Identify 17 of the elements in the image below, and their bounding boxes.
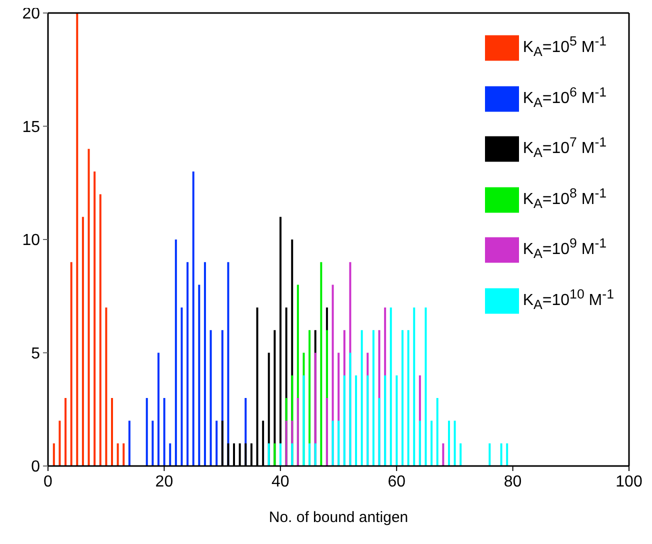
legend-label: K$_{A}$=10$^{10}$ M$^{-1}$ xyxy=(522,286,614,312)
y-tick-label: 15 xyxy=(22,118,40,136)
y-tick-label: 10 xyxy=(22,232,40,250)
legend-label: K$_{A}$=10$^{6}$ M$^{-1}$ xyxy=(522,84,607,110)
x-tick-label: 20 xyxy=(155,473,174,490)
x-tick-label: 80 xyxy=(504,473,522,490)
x-tick-label: 40 xyxy=(272,473,290,490)
y-tick-label: 0 xyxy=(31,458,40,476)
y-tick-label: 5 xyxy=(31,345,40,362)
x-tick-label: 0 xyxy=(44,473,53,490)
x-tick-label: 100 xyxy=(616,473,642,490)
legend-label: K$_{A}$=10$^{9}$ M$^{-1}$ xyxy=(522,236,607,262)
x-axis-title: No. of bound antigen xyxy=(268,509,408,526)
legend-label: K$_{A}$=10$^{7}$ M$^{-1}$ xyxy=(522,135,607,161)
legend-label: K$_{A}$=10$^{5}$ M$^{-1}$ xyxy=(522,34,607,60)
legend-label: K$_{A}$=10$^{8}$ M$^{-1}$ xyxy=(522,186,607,212)
x-tick-label: 60 xyxy=(388,473,406,490)
